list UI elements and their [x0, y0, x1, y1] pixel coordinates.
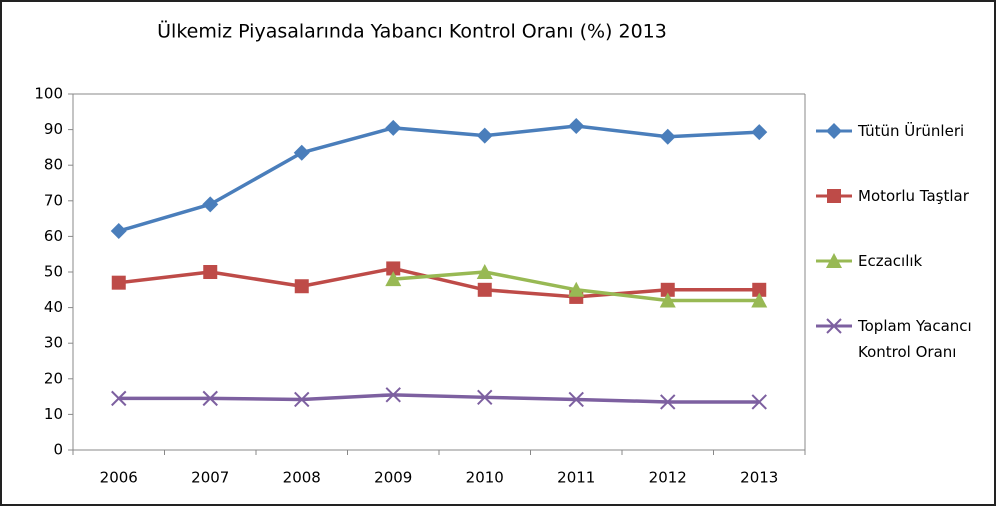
y-tick-label: 60	[44, 227, 63, 245]
marker	[660, 394, 676, 410]
marker	[752, 282, 767, 297]
marker	[660, 282, 675, 297]
marker	[293, 144, 310, 161]
marker	[827, 189, 841, 203]
y-tick-label: 100	[34, 85, 63, 103]
marker	[386, 261, 401, 276]
legend-label: Tütün Ürünleri	[858, 122, 965, 140]
chart-title: Ülkemiz Piyasalarında Yabancı Kontrol Or…	[157, 20, 667, 43]
marker	[202, 196, 219, 213]
x-tick-label: 2013	[740, 469, 778, 487]
legend-swatch	[816, 318, 852, 334]
marker	[659, 292, 676, 308]
legend-label: Toplam Yacancı Kontrol Oranı	[858, 317, 972, 361]
marker	[385, 119, 402, 136]
marker	[294, 279, 309, 294]
line	[118, 124, 760, 233]
legend-swatch	[816, 123, 852, 139]
legend-swatch	[816, 189, 852, 203]
legend-entry: Tütün Ürünleri	[814, 118, 994, 144]
marker	[385, 387, 401, 403]
x-tick-label: 2009	[374, 469, 412, 487]
marker	[826, 123, 842, 139]
y-tick-label: 80	[44, 156, 63, 174]
line	[118, 266, 760, 299]
marker	[111, 390, 127, 407]
marker	[751, 394, 767, 410]
legend-label: Eczacılık	[858, 252, 923, 270]
marker	[751, 124, 768, 141]
marker	[385, 271, 402, 287]
y-tick-label: 10	[44, 405, 63, 423]
x-tick-label: 2010	[466, 469, 504, 487]
marker	[477, 389, 493, 406]
marker	[826, 253, 842, 268]
marker	[751, 292, 768, 308]
marker	[568, 118, 585, 135]
marker	[476, 264, 493, 279]
x-tick-label: 2011	[557, 469, 595, 487]
marker	[659, 128, 676, 145]
marker	[477, 282, 492, 297]
y-tick-label: 90	[44, 120, 63, 138]
marker	[202, 390, 218, 407]
marker	[111, 275, 126, 290]
marker	[294, 391, 310, 408]
legend-entry: Motorlu Taştlar	[814, 183, 994, 209]
marker	[203, 265, 218, 279]
legend-entry: Toplam Yacancı Kontrol Oranı	[814, 313, 994, 365]
legend-label: Motorlu Taştlar	[858, 187, 969, 205]
marker	[568, 391, 584, 408]
x-tick-label: 2007	[191, 469, 229, 487]
y-tick-label: 50	[44, 263, 63, 281]
y-tick-label: 0	[53, 441, 63, 459]
marker	[568, 281, 585, 297]
y-tick-label: 20	[44, 369, 63, 387]
marker	[110, 223, 127, 240]
marker	[826, 318, 842, 334]
x-tick-label: 2006	[100, 469, 138, 487]
legend-swatch	[816, 253, 852, 268]
line	[118, 393, 760, 404]
marker	[476, 127, 493, 144]
x-tick-label: 2008	[283, 469, 321, 487]
y-tick-label: 30	[44, 334, 63, 352]
x-tick-label: 2012	[649, 469, 687, 487]
legend-entry: Eczacılık	[814, 248, 994, 274]
y-tick-label: 70	[44, 191, 63, 209]
y-tick-label: 40	[44, 298, 63, 316]
